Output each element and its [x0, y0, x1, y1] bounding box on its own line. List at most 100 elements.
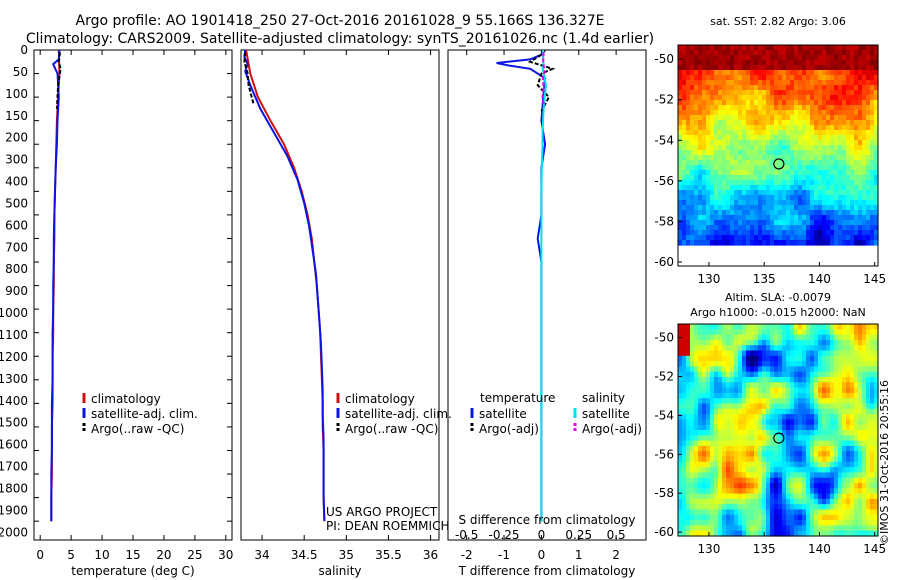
- heatmap-cell: [810, 135, 815, 141]
- heatmap-cell: [858, 419, 863, 426]
- heatmap-cell: [794, 215, 799, 221]
- heatmap-cell: [854, 50, 859, 56]
- heatmap-cell: [706, 403, 711, 410]
- heatmap-cell: [714, 135, 719, 141]
- heatmap-cell: [726, 324, 731, 330]
- heatmap-cell: [858, 45, 863, 51]
- heatmap-cell: [746, 366, 751, 373]
- heatmap-cell: [730, 240, 735, 246]
- heatmap-cell: [834, 240, 839, 246]
- heatmap-cell: [822, 371, 827, 378]
- heatmap-cell: [746, 377, 751, 383]
- heatmap-cell: [866, 324, 871, 330]
- heatmap-cell: [742, 440, 747, 447]
- heatmap-cell: [858, 440, 863, 447]
- heatmap-cell: [710, 185, 715, 191]
- heatmap-cell: [750, 424, 755, 431]
- heatmap-cell: [678, 525, 683, 532]
- heatmap-cell: [858, 350, 863, 357]
- heatmap-cell: [734, 488, 739, 495]
- heatmap-cell: [694, 225, 699, 231]
- heatmap-cell: [866, 70, 871, 76]
- heatmap-cell: [754, 135, 759, 141]
- heatmap-cell: [726, 70, 731, 76]
- heatmap-cell: [706, 135, 711, 141]
- heatmap-cell: [702, 115, 707, 121]
- heatmap-cell: [690, 125, 695, 131]
- heatmap-cell: [866, 361, 871, 367]
- heatmap-cell: [830, 472, 835, 479]
- heatmap-cell: [826, 493, 831, 500]
- heatmap-cell: [698, 414, 703, 420]
- heatmap-cell: [778, 155, 783, 161]
- heatmap-cell: [858, 493, 863, 500]
- heatmap-cell: [818, 240, 823, 246]
- heatmap-cell: [690, 145, 695, 151]
- heatmap-cell: [838, 477, 843, 484]
- heatmap-cell: [818, 220, 823, 226]
- heatmap-cell: [754, 60, 759, 66]
- heatmap-cell: [778, 105, 783, 111]
- heatmap-cell: [802, 483, 807, 489]
- heatmap-cell: [718, 160, 723, 166]
- heatmap-cell: [870, 215, 875, 221]
- heatmap-cell: [850, 55, 855, 61]
- heatmap-cell: [754, 50, 759, 56]
- heatmap-cell: [838, 488, 843, 495]
- heatmap-cell: [766, 145, 771, 151]
- heatmap-cell: [694, 419, 699, 426]
- heatmap-cell: [818, 185, 823, 191]
- heatmap-cell: [842, 498, 847, 505]
- heatmap-cell: [842, 230, 847, 236]
- heatmap-cell: [758, 100, 763, 106]
- heatmap-cell: [778, 50, 783, 56]
- heatmap-cell: [862, 504, 867, 511]
- heatmap-cell: [786, 514, 791, 521]
- heatmap-cell: [726, 165, 731, 171]
- heatmap-cell: [770, 498, 775, 505]
- heatmap-cell: [842, 200, 847, 206]
- heatmap-cell: [858, 235, 863, 241]
- heatmap-cell: [874, 155, 879, 161]
- heatmap-cell: [778, 398, 783, 405]
- heatmap-cell: [846, 355, 851, 362]
- heatmap-cell: [818, 504, 823, 511]
- heatmap-cell: [722, 514, 727, 521]
- heatmap-cell: [774, 60, 779, 66]
- heatmap-cell: [714, 55, 719, 61]
- heatmap-cell: [718, 195, 723, 201]
- heatmap-cell: [870, 230, 875, 236]
- heatmap-cell: [858, 230, 863, 236]
- heatmap-cell: [782, 371, 787, 378]
- heatmap-cell: [806, 75, 811, 81]
- heatmap-cell: [702, 424, 707, 431]
- heatmap-cell: [702, 190, 707, 196]
- heatmap-cell: [754, 225, 759, 231]
- heatmap-cell: [766, 334, 771, 341]
- heatmap-cell: [802, 498, 807, 505]
- heatmap-cell: [826, 419, 831, 426]
- heatmap-cell: [742, 398, 747, 405]
- heatmap-cell: [818, 150, 823, 156]
- heatmap-cell: [874, 115, 879, 121]
- heatmap-cell: [686, 445, 691, 452]
- heatmap-cell: [778, 170, 783, 176]
- heatmap-cell: [778, 130, 783, 136]
- heatmap-cell: [794, 361, 799, 367]
- heatmap-cell: [718, 225, 723, 231]
- heatmap-cell: [766, 324, 771, 330]
- heatmap-cell: [694, 408, 699, 415]
- heatmap-cell: [794, 185, 799, 191]
- heatmap-cell: [862, 60, 867, 66]
- heatmap-cell: [850, 125, 855, 131]
- heatmap-cell: [766, 190, 771, 196]
- heatmap-cell: [682, 329, 687, 336]
- heatmap-cell: [698, 115, 703, 121]
- heatmap-cell: [682, 324, 687, 330]
- heatmap-cell: [738, 205, 743, 211]
- heatmap-cell: [730, 435, 735, 442]
- heatmap-cell: [758, 366, 763, 373]
- heatmap-cell: [798, 170, 803, 176]
- heatmap-cell: [802, 451, 807, 458]
- heatmap-cell: [686, 461, 691, 468]
